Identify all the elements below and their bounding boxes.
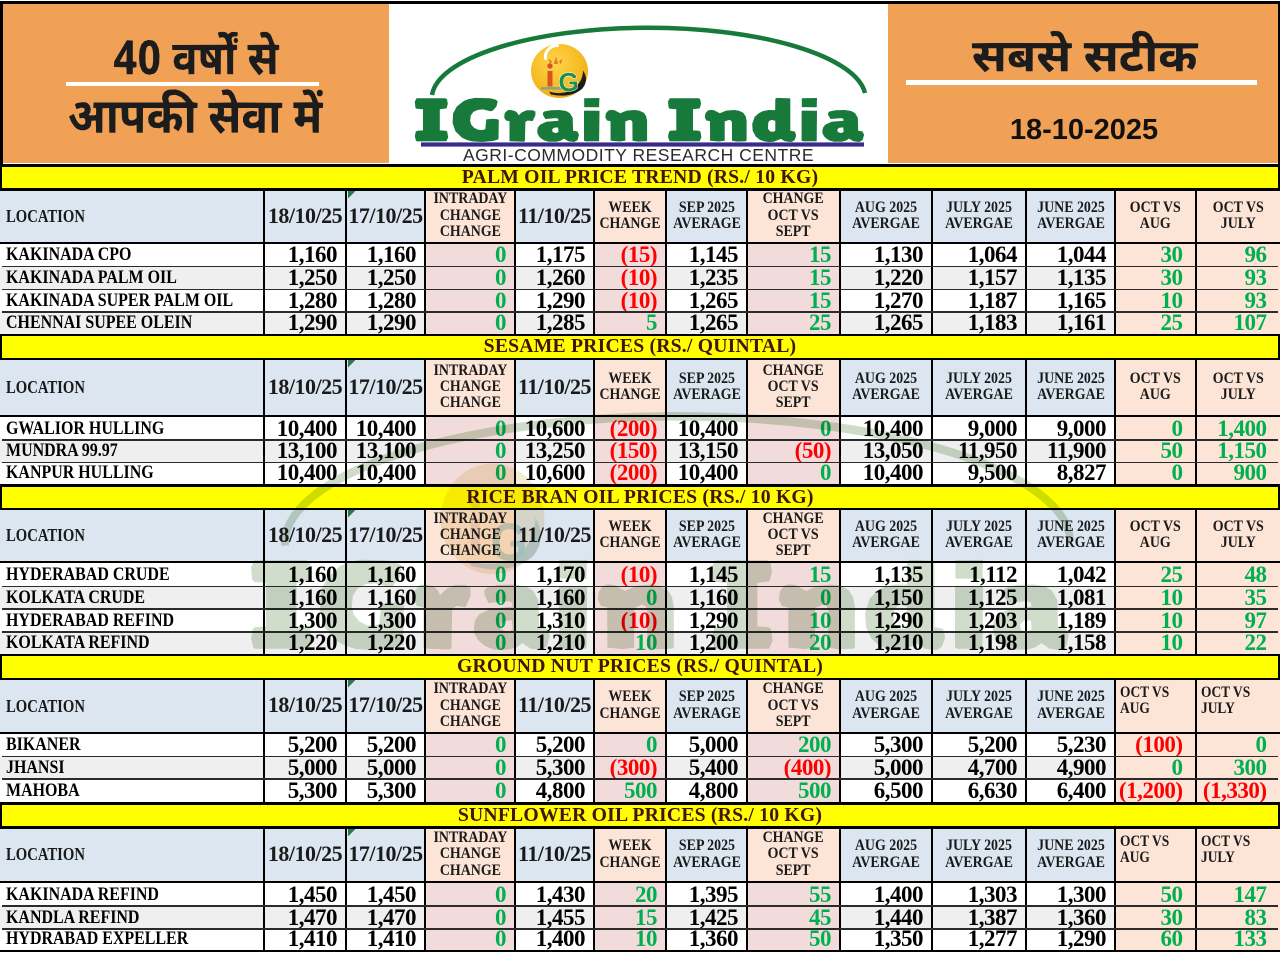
svg-text:G: G bbox=[491, 511, 528, 571]
svg-text:G: G bbox=[559, 67, 579, 97]
